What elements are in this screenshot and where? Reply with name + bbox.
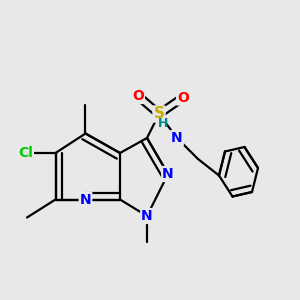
Text: N: N [171, 131, 183, 145]
Text: O: O [132, 89, 144, 103]
Text: H: H [158, 117, 169, 130]
Text: Cl: Cl [18, 146, 33, 160]
Text: S: S [154, 106, 164, 122]
Text: O: O [177, 91, 189, 104]
Text: N: N [80, 193, 91, 206]
Text: N: N [162, 167, 174, 181]
Text: N: N [141, 209, 153, 223]
